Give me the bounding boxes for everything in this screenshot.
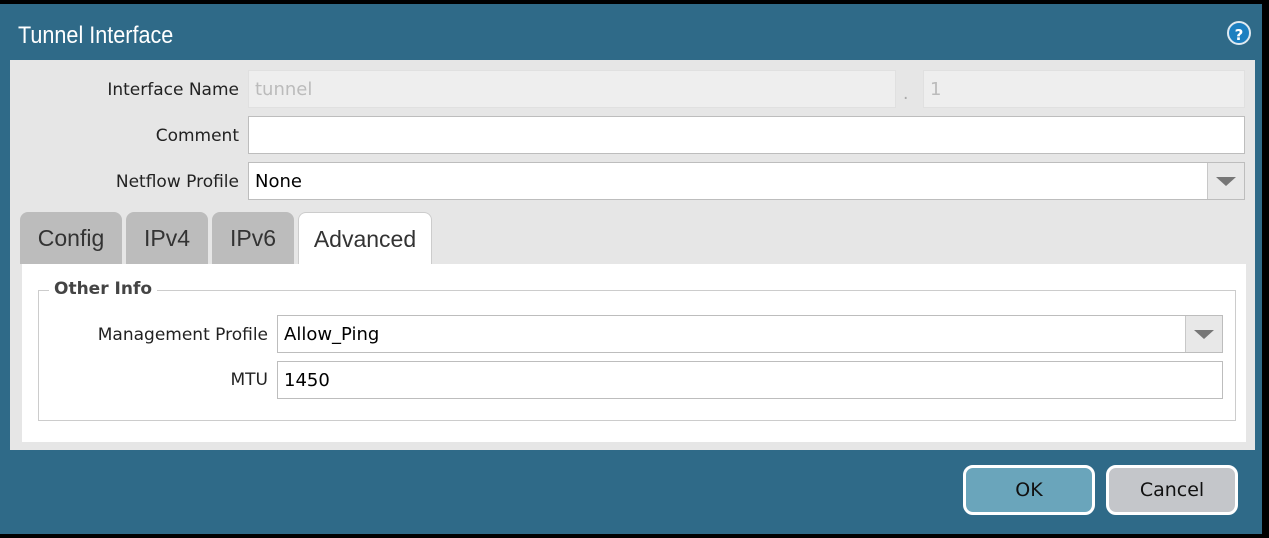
tab-ipv6[interactable]: IPv6: [212, 212, 294, 264]
tab-ipv4[interactable]: IPv4: [126, 212, 208, 264]
dialog-content: Interface Name tunnel . 1 Comment Netflo…: [10, 60, 1255, 450]
netflow-profile-select[interactable]: None: [248, 162, 1245, 200]
ok-button[interactable]: OK: [963, 465, 1095, 515]
management-profile-label: Management Profile: [97, 325, 268, 345]
tab-advanced[interactable]: Advanced: [298, 212, 432, 265]
comment-label: Comment: [155, 126, 239, 146]
help-icon[interactable]: ?: [1227, 21, 1251, 45]
other-info-title: Other Info: [49, 279, 158, 299]
other-info-group: Other Info Management Profile Allow_Ping…: [38, 279, 1236, 421]
tunnel-interface-dialog: Tunnel Interface ? Interface Name tunnel…: [0, 4, 1262, 534]
interface-separator: .: [903, 84, 909, 104]
interface-name-input[interactable]: tunnel: [248, 70, 896, 108]
interface-suffix-input[interactable]: 1: [923, 70, 1245, 108]
cancel-button[interactable]: Cancel: [1106, 465, 1238, 515]
netflow-profile-value: None: [255, 170, 302, 192]
netflow-profile-label: Netflow Profile: [115, 172, 239, 192]
tab-config[interactable]: Config: [20, 212, 122, 264]
mtu-input[interactable]: 1450: [277, 361, 1223, 399]
management-profile-select[interactable]: Allow_Ping: [277, 315, 1223, 353]
comment-input[interactable]: [248, 116, 1245, 154]
mtu-label: MTU: [230, 370, 269, 390]
advanced-tab-body: Other Info Management Profile Allow_Ping…: [22, 264, 1246, 442]
chevron-down-icon[interactable]: [1185, 316, 1222, 352]
chevron-down-icon[interactable]: [1207, 163, 1244, 199]
management-profile-value: Allow_Ping: [284, 323, 380, 345]
dialog-title: Tunnel Interface: [18, 22, 174, 49]
interface-name-label: Interface Name: [107, 80, 239, 100]
